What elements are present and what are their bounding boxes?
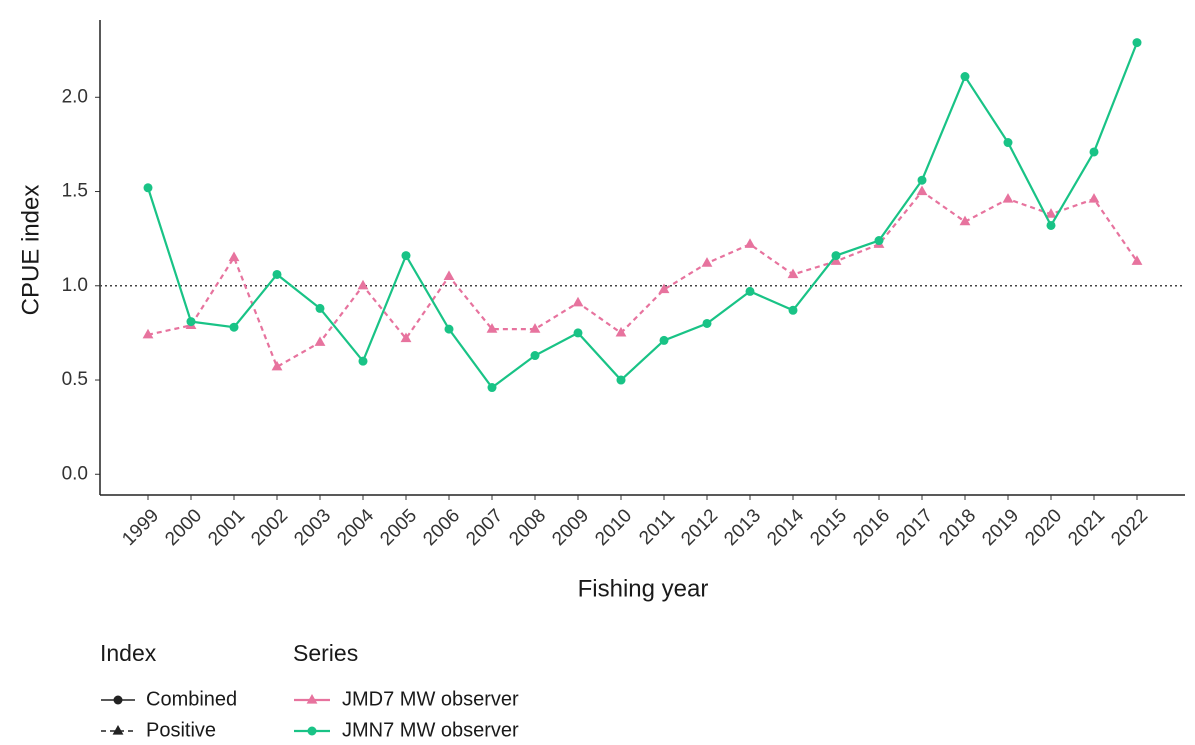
data-point: [357, 279, 369, 290]
x-tick-label: 2011: [635, 505, 679, 549]
data-point: [658, 283, 670, 294]
data-point: [701, 257, 713, 267]
x-tick-label: 2003: [290, 505, 335, 550]
data-point: [1002, 193, 1014, 203]
data-point: [744, 238, 756, 248]
data-point: [1132, 38, 1142, 48]
data-point: [186, 317, 196, 327]
data-point: [1089, 147, 1099, 157]
x-tick-label: 2022: [1107, 505, 1152, 550]
data-point: [271, 360, 283, 371]
data-point: [314, 336, 326, 346]
data-point: [228, 251, 240, 262]
legend-label: Combined: [146, 688, 237, 710]
data-point: [272, 269, 282, 279]
data-point: [486, 323, 498, 333]
legend-title: Index: [100, 640, 157, 666]
data-point: [530, 351, 540, 361]
data-point: [916, 185, 928, 196]
x-tick-label: 2019: [978, 505, 1023, 550]
data-point: [315, 303, 325, 313]
data-point: [1045, 208, 1057, 218]
data-point: [659, 335, 669, 345]
data-point: [143, 183, 153, 193]
data-point: [874, 236, 884, 246]
data-point: [1088, 193, 1100, 203]
x-tick-label: 2009: [548, 505, 593, 550]
x-tick-label: 2016: [849, 505, 894, 550]
x-tick-label: 2021: [1064, 505, 1109, 550]
data-point: [444, 324, 454, 334]
data-point: [229, 322, 239, 332]
data-point: [788, 305, 798, 315]
x-tick-label: 2002: [247, 505, 292, 550]
x-tick-label: 2014: [763, 505, 808, 550]
y-tick-label: 0.5: [62, 369, 88, 390]
legend-marker: [112, 725, 124, 735]
data-point: [1003, 138, 1013, 148]
x-tick-label: 1999: [118, 505, 163, 550]
data-point: [959, 215, 971, 226]
data-point: [443, 270, 455, 280]
legend-label: Positive: [146, 719, 216, 741]
y-tick-label: 2.0: [62, 86, 88, 107]
data-point: [529, 323, 541, 333]
x-tick-label: 2004: [333, 505, 378, 550]
legend-marker: [113, 695, 123, 705]
x-tick-label: 2018: [935, 505, 980, 550]
data-point: [358, 356, 368, 366]
x-tick-label: 2005: [376, 505, 421, 550]
x-tick-label: 2020: [1021, 505, 1066, 550]
x-axis-title: Fishing year: [578, 575, 709, 602]
legend-label: JMD7 MW observer: [342, 688, 519, 710]
legend-title: Series: [293, 640, 358, 666]
x-tick-label: 2001: [204, 505, 249, 550]
data-point: [960, 72, 970, 82]
data-point: [615, 326, 627, 337]
y-tick-label: 0.0: [62, 463, 88, 484]
y-tick-label: 1.5: [62, 181, 88, 202]
data-point: [702, 318, 712, 328]
x-tick-label: 2000: [161, 505, 206, 550]
data-point: [745, 286, 755, 296]
x-tick-label: 2017: [892, 505, 937, 550]
series-line: [147, 190, 1138, 369]
data-point: [572, 296, 584, 307]
data-point: [573, 328, 583, 338]
x-tick-label: 2013: [720, 505, 765, 550]
series-line: [146, 42, 1139, 390]
x-tick-label: 2008: [505, 505, 550, 550]
x-tick-label: 2006: [419, 505, 464, 550]
data-point: [616, 375, 626, 385]
data-point: [831, 251, 841, 261]
data-point: [400, 332, 412, 343]
x-tick-label: 2015: [806, 505, 851, 550]
x-tick-label: 2007: [462, 505, 507, 550]
legend-marker: [307, 726, 317, 736]
data-point: [142, 328, 154, 339]
legend-marker: [306, 694, 318, 704]
data-point: [917, 175, 927, 185]
data-point: [787, 268, 799, 279]
legend-label: JMN7 MW observer: [342, 719, 519, 741]
data-point: [1046, 220, 1056, 230]
x-tick-label: 2012: [677, 505, 722, 550]
x-tick-label: 2010: [591, 505, 636, 550]
y-axis-title: CPUE index: [17, 185, 44, 316]
data-point: [1131, 255, 1143, 265]
data-point: [401, 251, 411, 261]
data-point: [487, 383, 497, 393]
y-tick-label: 1.0: [62, 275, 88, 296]
